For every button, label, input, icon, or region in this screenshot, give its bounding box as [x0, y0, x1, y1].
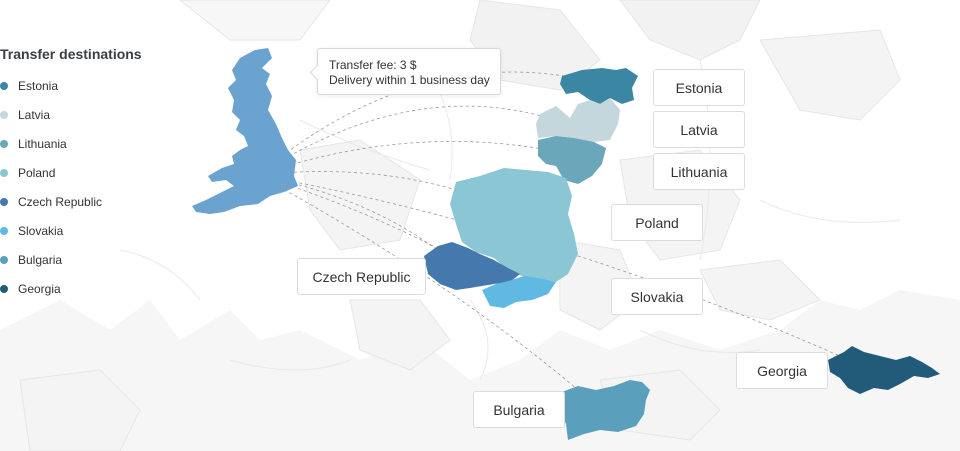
label-bulgaria[interactable]: Bulgaria: [473, 391, 565, 428]
legend-item-poland[interactable]: Poland: [0, 158, 142, 187]
legend-title: Transfer destinations: [0, 46, 142, 62]
label-lithuania[interactable]: Lithuania: [653, 153, 745, 190]
legend-item-bulgaria[interactable]: Bulgaria: [0, 245, 142, 274]
legend-item-georgia[interactable]: Georgia: [0, 274, 142, 303]
legend-label: Latvia: [18, 107, 51, 122]
legend-label: Lithuania: [18, 136, 67, 151]
tooltip: Transfer fee: 3 $ Delivery within 1 busi…: [317, 48, 501, 95]
country-czech[interactable]: [424, 242, 520, 290]
country-latvia[interactable]: [536, 98, 620, 142]
legend-item-estonia[interactable]: Estonia: [0, 71, 142, 100]
legend-item-lithuania[interactable]: Lithuania: [0, 129, 142, 158]
legend-dot: [0, 284, 8, 293]
label-slovakia[interactable]: Slovakia: [611, 278, 703, 315]
route-latvia: [257, 105, 571, 176]
country-bulgaria[interactable]: [560, 380, 650, 440]
legend-label: Poland: [18, 165, 56, 180]
legend-item-czech[interactable]: Czech Republic: [0, 187, 142, 216]
legend-label: Estonia: [18, 78, 59, 93]
legend-label: Czech Republic: [18, 194, 103, 209]
route-estonia: [257, 71, 596, 176]
legend: Transfer destinations Estonia Latvia Lit…: [0, 46, 142, 303]
legend-dot: [0, 197, 8, 206]
legend-dot: [0, 81, 8, 90]
legend-item-slovakia[interactable]: Slovakia: [0, 216, 142, 245]
route-lithuania: [257, 140, 573, 176]
legend-dot: [0, 110, 8, 119]
country-slovakia[interactable]: [482, 276, 556, 308]
route-georgia: [257, 174, 861, 366]
legend-dot: [0, 226, 8, 235]
tooltip-delivery: Delivery within 1 business day: [329, 73, 490, 87]
uk-shape[interactable]: [192, 48, 298, 214]
label-poland[interactable]: Poland: [611, 204, 703, 241]
base-map-borders: [119, 59, 901, 381]
legend-label: Slovakia: [18, 223, 64, 238]
legend-item-latvia[interactable]: Latvia: [0, 100, 142, 129]
legend-dot: [0, 255, 8, 264]
legend-dot: [0, 168, 8, 177]
legend-label: Georgia: [18, 281, 61, 296]
label-latvia[interactable]: Latvia: [653, 111, 745, 148]
country-poland[interactable]: [450, 168, 578, 282]
route-czech: [257, 174, 453, 263]
label-georgia[interactable]: Georgia: [736, 352, 828, 389]
country-estonia[interactable]: [560, 68, 638, 104]
legend-label: Bulgaria: [18, 252, 63, 267]
label-czech[interactable]: Czech Republic: [297, 258, 426, 295]
country-lithuania[interactable]: [538, 136, 606, 184]
label-estonia[interactable]: Estonia: [653, 69, 745, 106]
route-poland: [257, 171, 511, 211]
legend-dot: [0, 139, 8, 148]
tooltip-fee: Transfer fee: 3 $: [329, 58, 417, 72]
country-georgia[interactable]: [828, 346, 940, 394]
